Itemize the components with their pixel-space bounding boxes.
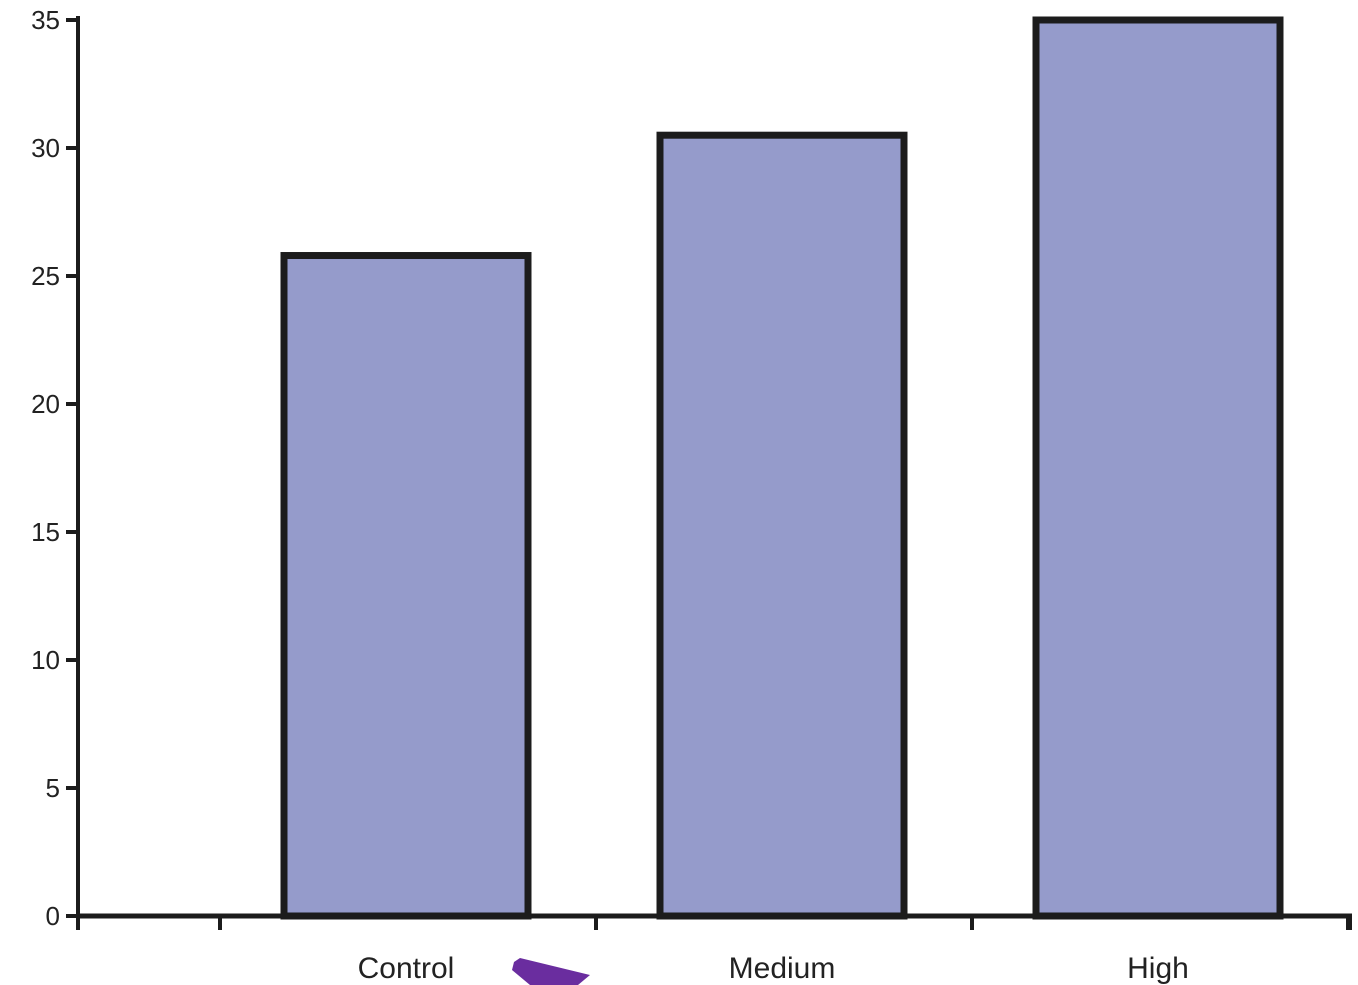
- y-tick-label: 0: [46, 901, 60, 931]
- y-tick-label: 35: [31, 5, 60, 35]
- bar-medium: [656, 131, 908, 920]
- x-category-label: High: [1127, 952, 1189, 985]
- arrow-marker-shape: [512, 958, 590, 985]
- y-tick-label: 20: [31, 389, 60, 419]
- y-tick-label: 10: [31, 645, 60, 675]
- y-tick-label: 15: [31, 517, 60, 547]
- x-category-label: Medium: [729, 952, 836, 985]
- bar-control: [280, 252, 532, 920]
- bar-high: [1032, 16, 1284, 920]
- x-category-label: Control: [358, 952, 455, 985]
- bars: [280, 16, 1284, 920]
- x-axis: Control Medium High: [76, 913, 1352, 985]
- y-tick-label: 5: [46, 773, 60, 803]
- y-tick-label: 30: [31, 133, 60, 163]
- y-tick-label: 25: [31, 261, 60, 291]
- y-axis: 0 5 10 15 20 25 30 35: [31, 5, 80, 931]
- arrow-marker-icon: [512, 958, 590, 985]
